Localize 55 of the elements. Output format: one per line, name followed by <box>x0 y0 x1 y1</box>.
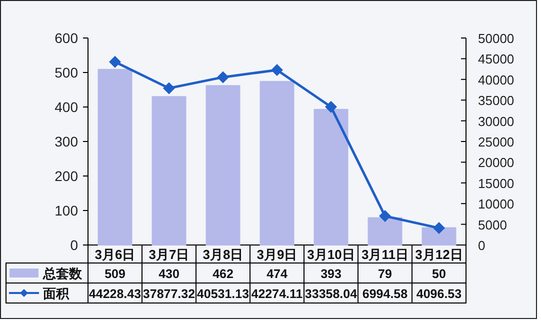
x-tick-label: 3月7日 <box>148 247 190 262</box>
y-tick-label: 200 <box>54 168 78 184</box>
y-tick-label: 600 <box>54 30 78 46</box>
bar <box>260 80 294 246</box>
data-label: 79 <box>378 267 392 281</box>
y2-tick-label: 5000 <box>478 217 507 232</box>
x-tick-label: 3月12日 <box>415 247 463 262</box>
bar <box>314 108 348 246</box>
bar <box>152 96 186 246</box>
x-tick-label: 3月8日 <box>202 247 244 262</box>
x-tick-label: 3月10日 <box>307 247 355 262</box>
y2-tick-label: 50000 <box>478 31 514 46</box>
bar <box>422 227 456 246</box>
data-label: 50 <box>432 267 446 281</box>
y-tick-label: 0 <box>70 237 78 253</box>
bar <box>206 85 240 246</box>
y-tick-label: 100 <box>54 202 78 218</box>
point <box>217 71 229 84</box>
data-label: 6994.58 <box>362 287 408 301</box>
point <box>379 210 391 222</box>
y-tick-label: 400 <box>54 99 78 115</box>
y2-tick-label: 45000 <box>478 52 514 67</box>
data-label: 40531.13 <box>196 287 250 301</box>
legend-label: 总套数 <box>42 266 83 281</box>
x-tick-label: 3月6日 <box>94 247 136 262</box>
data-label: 509 <box>104 267 126 281</box>
y2-tick-label: 40000 <box>478 72 514 88</box>
data-label: 430 <box>158 267 180 281</box>
y2-tick-label: 10000 <box>478 196 514 212</box>
point <box>271 64 283 76</box>
point <box>433 222 445 234</box>
point <box>163 82 175 94</box>
x-tick-label: 3月9日 <box>256 247 298 262</box>
data-label: 42274.11 <box>251 287 303 301</box>
data-label: 37877.32 <box>142 287 196 301</box>
data-label: 393 <box>320 267 342 281</box>
data-label: 33358.04 <box>304 287 358 301</box>
x-tick-label: 3月11日 <box>362 247 408 262</box>
y2-tick-label: 35000 <box>478 93 514 108</box>
y-tick-label: 500 <box>54 64 78 80</box>
bar <box>98 68 132 246</box>
point <box>325 100 337 113</box>
y2-tick-label: 30000 <box>478 114 514 129</box>
y2-tick-label: 0 <box>478 238 486 253</box>
y2-tick-label: 20000 <box>478 155 514 170</box>
point <box>109 56 121 68</box>
y-tick-label: 300 <box>54 134 78 150</box>
y2-tick-label: 25000 <box>478 134 514 150</box>
bar <box>368 217 402 246</box>
legend-label: 面积 <box>42 286 70 301</box>
y2-tick-label: 15000 <box>478 176 514 191</box>
data-label: 4096.53 <box>416 287 462 301</box>
data-label: 44228.43 <box>88 287 142 301</box>
data-label: 462 <box>212 267 234 281</box>
data-label: 474 <box>266 267 288 281</box>
